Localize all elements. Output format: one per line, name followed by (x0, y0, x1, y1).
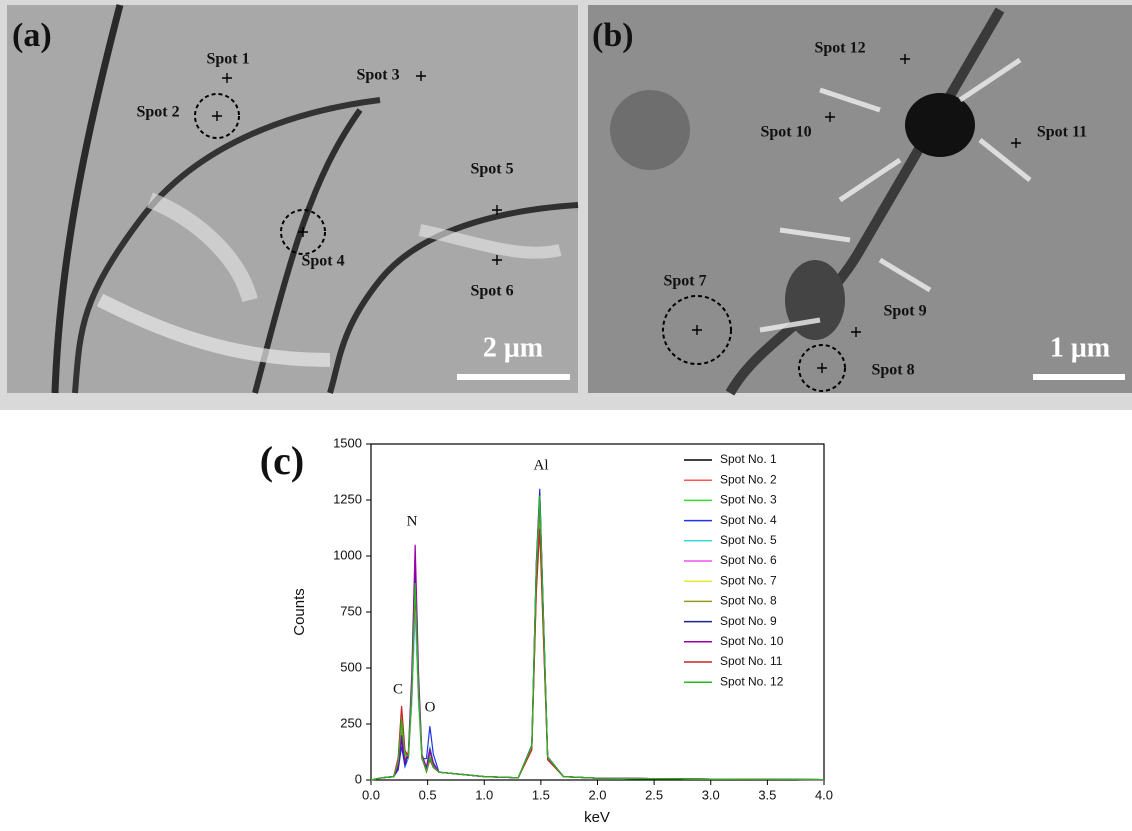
panel-label: (a) (12, 17, 52, 54)
legend-label: Spot No. 8 (720, 594, 777, 608)
legend-label: Spot No. 1 (720, 452, 777, 466)
x-tick-label: 1.5 (532, 787, 550, 802)
spot-label: Spot 4 (301, 253, 344, 270)
legend-label: Spot No. 12 (720, 674, 784, 688)
x-tick-label: 3.5 (758, 787, 776, 802)
y-tick-label: 1000 (333, 547, 362, 562)
spectrum-line (370, 495, 825, 781)
spot-label: Spot 3 (356, 67, 399, 84)
legend-label: Spot No. 3 (720, 493, 777, 507)
peak-label: C (393, 681, 403, 697)
spot-label: Spot 5 (470, 161, 513, 178)
spot-label: Spot 9 (883, 303, 926, 320)
y-tick-label: 1250 (333, 491, 362, 506)
sem-image-b (588, 5, 1132, 396)
x-tick-label: 2.5 (645, 787, 663, 802)
legend-label: Spot No. 9 (720, 614, 777, 628)
spot-ring (280, 209, 326, 255)
spot-marker (692, 54, 1021, 373)
legend-label: Spot No. 10 (720, 634, 784, 648)
y-tick-label: 750 (340, 603, 362, 618)
spot-label: Spot 6 (470, 283, 513, 300)
x-tick-label: 0.0 (362, 787, 380, 802)
spot-label: Spot 10 (760, 124, 811, 141)
peak-label: Al (534, 457, 549, 473)
legend-label: Spot No. 11 (720, 654, 783, 668)
spot-label: Spot 8 (871, 362, 914, 379)
sem-image-a (7, 4, 579, 394)
legend-label: Spot No. 7 (720, 573, 777, 587)
y-tick-label: 1500 (333, 435, 362, 450)
spot-label: Spot 11 (1037, 124, 1087, 141)
legend-label: Spot No. 2 (720, 472, 777, 486)
x-tick-label: 1.0 (475, 787, 493, 802)
spot-label: Spot 12 (814, 40, 865, 57)
scale-bar-label: 1 μm (1050, 332, 1110, 363)
legend-label: Spot No. 5 (720, 533, 777, 547)
y-tick-label: 0 (355, 771, 362, 786)
spot-ring (662, 295, 732, 365)
spot-marker (212, 71, 502, 265)
x-tick-label: 2.0 (588, 787, 606, 802)
peak-label: O (425, 699, 436, 715)
scale-bar-label: 2 μm (483, 332, 543, 363)
panel-label: (b) (592, 17, 634, 54)
peak-label: N (407, 513, 418, 529)
spot-label: Spot 2 (136, 104, 179, 121)
spot-label: Spot 7 (663, 273, 706, 290)
x-axis-label: keV (584, 809, 610, 826)
y-tick-label: 500 (340, 659, 362, 674)
legend-label: Spot No. 4 (720, 513, 777, 527)
x-tick-label: 4.0 (815, 787, 833, 802)
spot-label: Spot 1 (206, 51, 249, 68)
y-axis-label: Counts (291, 588, 308, 636)
x-tick-label: 3.0 (702, 787, 720, 802)
y-tick-label: 250 (340, 715, 362, 730)
x-tick-label: 0.5 (419, 787, 437, 802)
legend-label: Spot No. 6 (720, 553, 777, 567)
spot-ring (798, 344, 846, 392)
chart-title: (c) (260, 438, 304, 483)
spot-ring (194, 93, 240, 139)
